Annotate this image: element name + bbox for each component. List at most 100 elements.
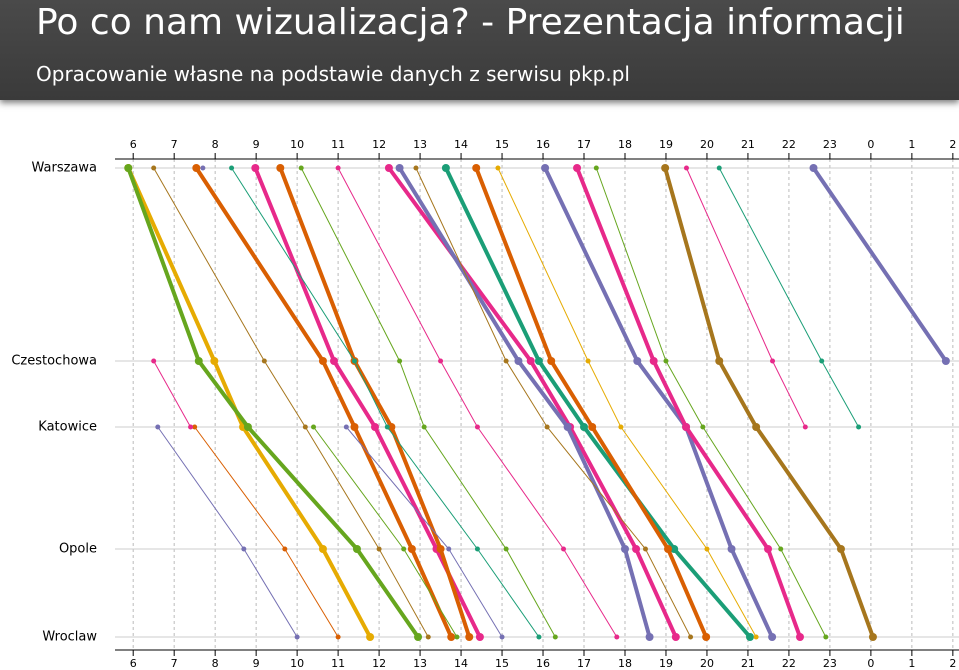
stop-marker <box>649 357 658 365</box>
stop-marker <box>683 165 689 171</box>
stop-marker <box>366 633 375 641</box>
station-label: Opole <box>59 542 97 557</box>
header: Po co nam wizualizacja? - Prezentacja in… <box>0 0 959 100</box>
x-tick-label: 17 <box>577 138 591 151</box>
stop-marker <box>352 358 358 364</box>
stop-marker <box>335 634 341 640</box>
stop-marker <box>809 164 818 172</box>
stop-marker <box>188 424 194 430</box>
stop-marker <box>261 358 267 364</box>
stop-marker <box>836 545 845 553</box>
stop-marker <box>770 358 776 364</box>
stop-marker <box>768 633 777 641</box>
x-tick-label: 15 <box>495 657 509 670</box>
x-tick-label: 12 <box>372 138 386 151</box>
stop-marker <box>745 633 754 641</box>
x-tick-label: 6 <box>130 657 137 670</box>
stop-marker <box>495 165 501 171</box>
stop-marker <box>155 424 161 430</box>
stop-marker <box>503 358 509 364</box>
x-tick-label: 19 <box>659 657 673 670</box>
stop-marker <box>395 164 404 172</box>
stop-marker <box>856 424 862 430</box>
stop-marker <box>704 546 710 552</box>
train-line <box>194 426 339 638</box>
x-tick-label: 10 <box>290 138 304 151</box>
stop-marker <box>664 545 673 553</box>
x-tick-label: 2 <box>949 138 956 151</box>
x-tick-label: 0 <box>867 138 874 151</box>
plot-area <box>124 164 950 641</box>
x-tick-label: 18 <box>618 138 632 151</box>
stop-marker <box>534 357 543 365</box>
x-tick-label: 8 <box>212 657 219 670</box>
train-line <box>444 167 752 639</box>
stop-marker <box>620 545 629 553</box>
stop-marker <box>384 424 390 430</box>
stop-marker <box>335 165 341 171</box>
x-tick-label: 0 <box>867 657 874 670</box>
stop-marker <box>716 165 722 171</box>
x-tick-label: 16 <box>536 138 550 151</box>
x-tick-label: 23 <box>823 657 837 670</box>
x-tick-label: 9 <box>253 138 260 151</box>
stop-marker <box>210 357 219 365</box>
stop-marker <box>633 357 642 365</box>
stop-marker <box>499 634 505 640</box>
stop-marker <box>192 424 198 430</box>
stop-marker <box>544 424 550 430</box>
x-tick-label: 17 <box>577 657 591 670</box>
stop-marker <box>343 424 349 430</box>
x-tick-label: 6 <box>130 138 137 151</box>
x-tick-label: 1 <box>908 657 915 670</box>
stop-marker <box>454 634 460 640</box>
stop-marker <box>670 545 679 553</box>
stop-marker <box>753 634 759 640</box>
stop-marker <box>276 164 285 172</box>
stop-marker <box>194 357 203 365</box>
stop-marker <box>401 546 407 552</box>
stop-marker <box>413 165 419 171</box>
x-tick-label: 8 <box>212 138 219 151</box>
stop-marker <box>192 164 201 172</box>
x-tick-label: 22 <box>782 657 796 670</box>
title: Po co nam wizualizacja? - Prezentacja in… <box>36 2 905 43</box>
stop-marker <box>645 633 654 641</box>
x-tick-label: 10 <box>290 657 304 670</box>
stop-marker <box>421 424 427 430</box>
x-tick-label: 14 <box>454 657 468 670</box>
stop-marker <box>561 546 567 552</box>
stop-marker <box>251 164 260 172</box>
x-tick-label: 2 <box>949 657 956 670</box>
stop-marker <box>715 357 724 365</box>
stop-marker <box>802 424 808 430</box>
stop-marker <box>446 546 452 552</box>
stop-marker <box>438 358 444 364</box>
x-tick-label: 20 <box>700 657 714 670</box>
stop-marker <box>414 633 423 641</box>
train-line <box>474 167 708 638</box>
stop-marker <box>632 545 641 553</box>
stop-marker <box>727 545 736 553</box>
stop-marker <box>702 633 711 641</box>
stop-marker <box>384 164 393 172</box>
stop-marker <box>552 634 558 640</box>
stop-marker <box>671 633 680 641</box>
stop-marker <box>298 165 304 171</box>
station-label: Warszawa <box>32 161 98 176</box>
stop-marker <box>151 165 157 171</box>
stop-marker <box>425 634 431 640</box>
train-line <box>231 167 540 638</box>
stop-marker <box>795 633 804 641</box>
stop-marker <box>819 358 825 364</box>
stop-marker <box>447 633 456 641</box>
stop-marker <box>588 423 597 431</box>
train-line <box>153 360 192 428</box>
stop-marker <box>474 546 480 552</box>
x-tick-label: 12 <box>372 657 386 670</box>
train-line <box>811 166 948 363</box>
stop-marker <box>580 423 589 431</box>
x-tick-label: 22 <box>782 138 796 151</box>
stop-marker <box>352 545 361 553</box>
